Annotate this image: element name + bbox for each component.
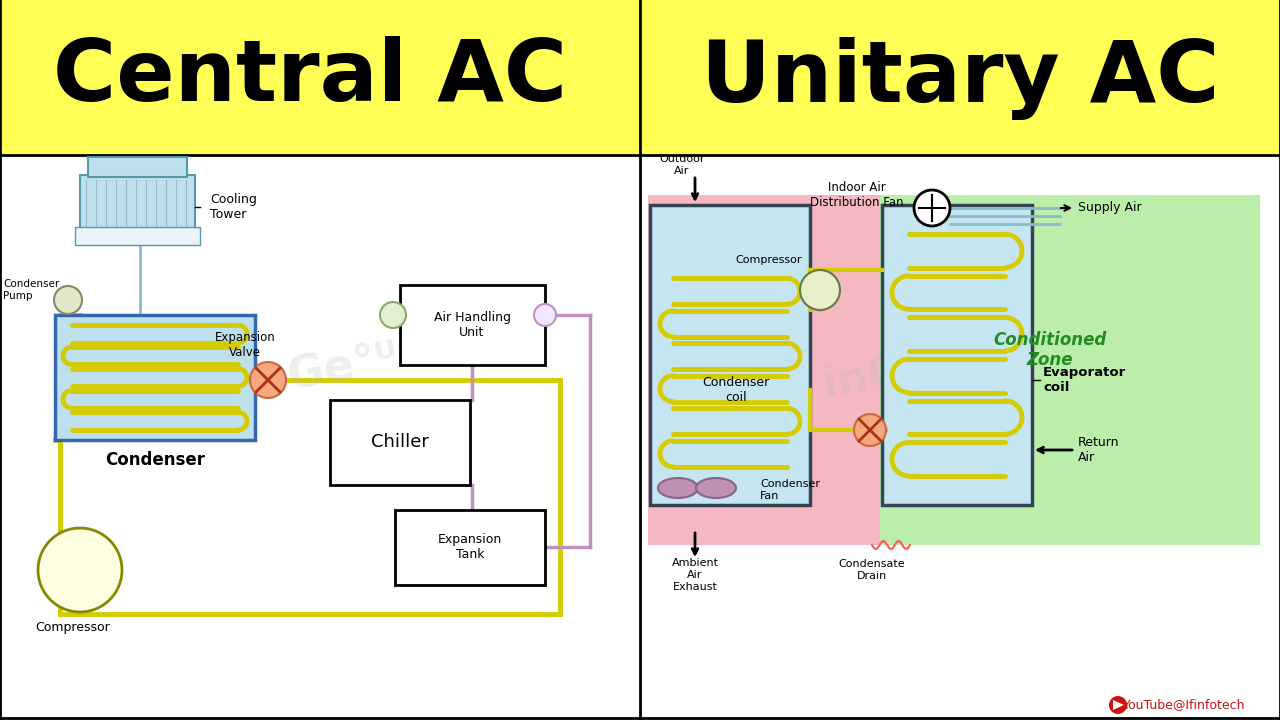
Bar [88,157,187,177]
Text: Compressor: Compressor [35,621,110,634]
Text: Compressor: Compressor [736,255,803,265]
Circle shape [534,304,556,326]
Text: Air Handling
Unit: Air Handling Unit [434,311,511,339]
Bar [0,155,640,720]
Text: Indoor Air
Distribution Fan: Indoor Air Distribution Fan [810,181,904,209]
Polygon shape [1114,700,1124,710]
Bar [882,205,1032,505]
Text: Return
Air: Return Air [1078,436,1120,464]
Text: Condenser
Pump: Condenser Pump [3,279,59,301]
Bar [650,205,810,505]
Ellipse shape [696,478,736,498]
Text: Conditioned
Zone: Conditioned Zone [993,330,1107,369]
Text: Condenser
Fan: Condenser Fan [760,480,820,501]
Circle shape [250,362,285,398]
Text: Ambient
Air
Exhaust: Ambient Air Exhaust [672,559,718,592]
Bar [640,155,1280,720]
Circle shape [800,270,840,310]
Text: Chiller: Chiller [371,433,429,451]
Text: Condenser
coil: Condenser coil [703,376,769,404]
Ellipse shape [658,478,698,498]
Bar [648,195,902,545]
Text: Evaporator
coil: Evaporator coil [1043,366,1126,394]
Text: inGe°ᵁ: inGe°ᵁ [238,335,402,405]
Text: Unitary AC: Unitary AC [700,37,1220,120]
Circle shape [1108,696,1126,714]
Circle shape [914,190,950,226]
Bar [79,175,195,245]
Circle shape [38,528,122,612]
Bar [330,400,470,485]
Bar [0,0,1280,155]
Text: Expansion
Valve: Expansion Valve [215,331,275,359]
Text: Cooling
Tower: Cooling Tower [210,193,257,221]
Text: Outdoor
Air: Outdoor Air [659,154,705,176]
Bar [399,285,545,365]
Circle shape [380,302,406,328]
Text: Supply Air: Supply Air [1078,202,1142,215]
Text: Condensate
Drain: Condensate Drain [838,559,905,581]
Text: Central AC: Central AC [52,37,567,120]
Text: inGe°ᵁ: inGe°ᵁ [818,335,982,405]
Circle shape [854,414,886,446]
Bar [881,195,1260,545]
Text: Expansion
Tank: Expansion Tank [438,533,502,561]
Circle shape [54,286,82,314]
Text: YouTube@Ifinfotech: YouTube@Ifinfotech [1123,698,1245,711]
Bar [76,227,200,245]
Bar [396,510,545,585]
Bar [55,315,255,440]
Text: Condenser: Condenser [105,451,205,469]
